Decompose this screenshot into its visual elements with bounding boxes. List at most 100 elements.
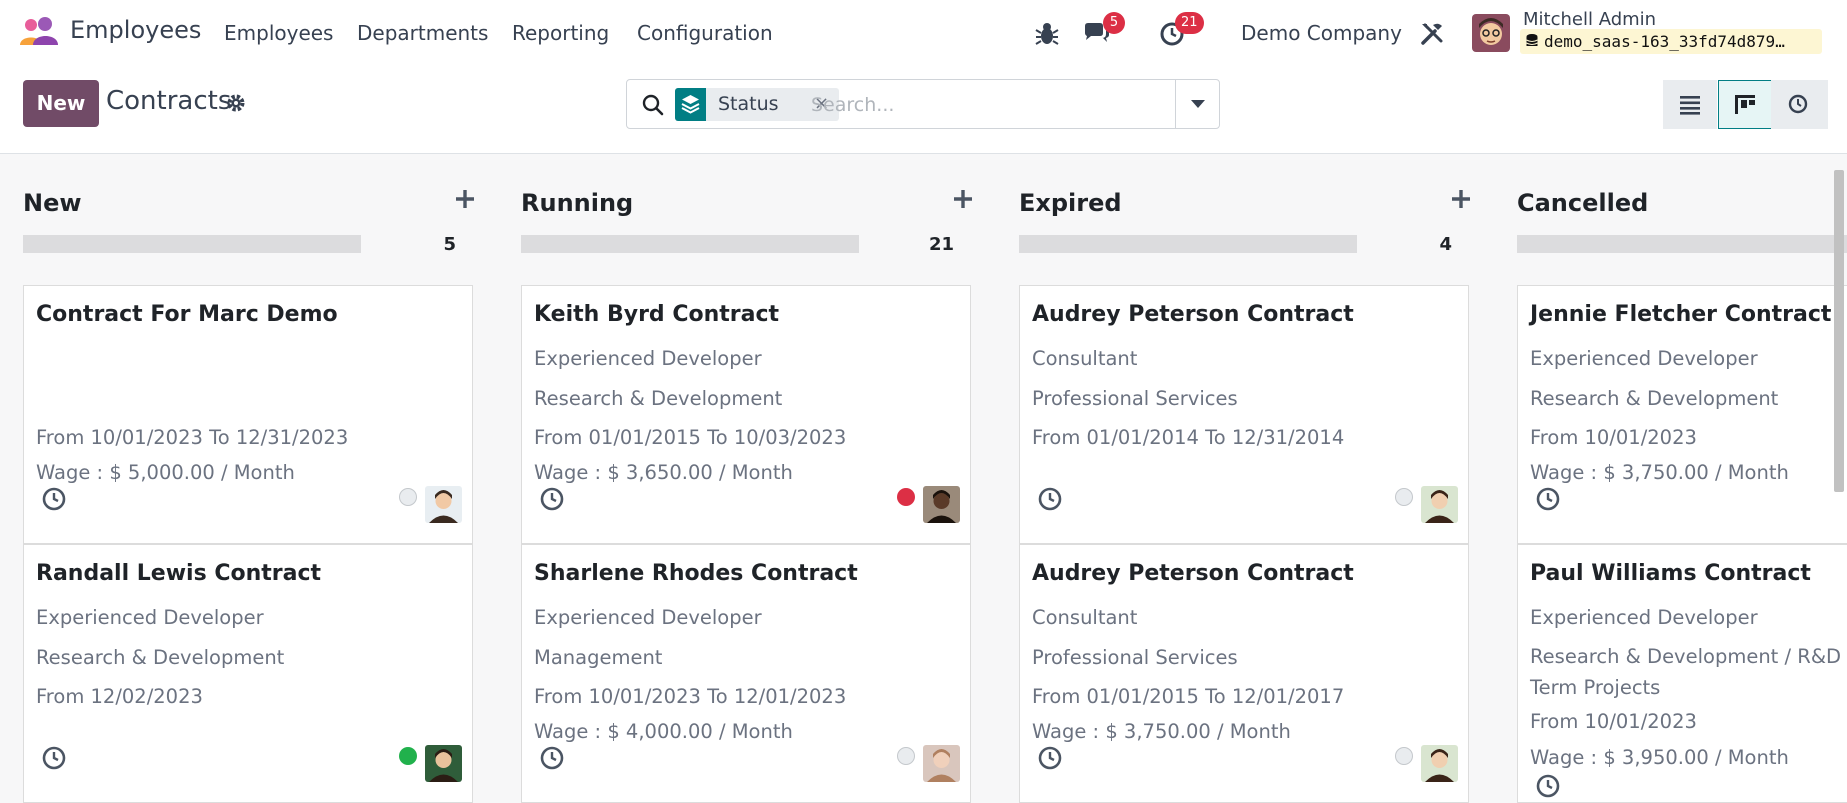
database-chip: demo_saas-163_33fd74d879… [1520,29,1822,54]
app-name[interactable]: Employees [70,16,202,44]
menu-departments[interactable]: Departments [357,21,489,45]
contract-card[interactable]: Audrey Peterson Contract Consultant Profes… [1019,544,1469,803]
layers-icon [675,88,706,121]
kanban-icon [1735,95,1755,114]
contract-card[interactable]: Randall Lewis Contract Experienced Develo… [23,544,473,803]
search-input[interactable] [811,88,1161,121]
kanban-state-indicator[interactable] [897,747,915,765]
card-line: Research & Development [534,387,783,410]
menu-configuration[interactable]: Configuration [637,21,773,45]
activity-clock-icon[interactable] [41,486,67,512]
card-line: Wage : $ 3,650.00 / Month [534,461,793,484]
kanban-state-indicator[interactable] [1395,488,1413,506]
contract-card[interactable]: Paul Williams Contract Experienced Develo… [1517,544,1847,803]
column-progress-cancelled[interactable] [1517,235,1847,253]
card-title: Audrey Peterson Contract [1032,561,1354,586]
column-count-expired: 4 [1439,234,1452,255]
contract-card[interactable]: Keith Byrd Contract Experienced Developer… [521,285,971,544]
kanban-view-button[interactable] [1718,80,1772,129]
user-avatar[interactable] [1472,14,1510,52]
clock-icon [1788,94,1808,114]
activity-clock-icon[interactable] [41,745,67,771]
list-icon [1680,96,1700,115]
card-line: Experienced Developer [36,606,264,629]
card-title: Jennie Fletcher Contract [1530,302,1832,327]
card-line: Wage : $ 5,000.00 / Month [36,461,295,484]
card-title: Contract For Marc Demo [36,302,338,327]
activity-clock-icon[interactable] [539,486,565,512]
add-card-running-icon[interactable] [951,187,975,211]
column-progress-new[interactable] [23,235,361,253]
gear-icon[interactable] [226,93,246,113]
column-progress-expired[interactable] [1019,235,1357,253]
kanban-board: New 5 Contract For Marc Demo From 10/01/202… [0,154,1847,803]
employee-avatar[interactable] [923,486,960,523]
database-name: demo_saas-163_33fd74d879… [1544,32,1785,51]
search-icon[interactable] [641,93,665,117]
tools-icon[interactable] [1418,20,1446,48]
card-line: From 10/01/2023 To 12/31/2023 [36,426,349,449]
card-line: Experienced Developer [1530,347,1758,370]
employees-app-icon[interactable] [18,17,59,47]
column-progress-running[interactable] [521,235,859,253]
card-line: Professional Services [1032,646,1238,669]
new-button[interactable]: New [23,80,99,127]
kanban-state-indicator[interactable] [399,488,417,506]
activity-clock-icon[interactable] [1037,486,1063,512]
card-line: Term Projects [1530,676,1661,699]
card-line: From 10/01/2023 [1530,710,1697,733]
card-line: From 01/01/2014 To 12/31/2014 [1032,426,1345,449]
employee-avatar[interactable] [425,486,462,523]
card-line: Wage : $ 4,000.00 / Month [534,720,793,743]
contract-card[interactable]: Contract For Marc Demo From 10/01/2023 To… [23,285,473,544]
card-title: Audrey Peterson Contract [1032,302,1354,327]
card-title: Paul Williams Contract [1530,561,1811,586]
activity-clock-icon[interactable] [1535,773,1561,799]
card-line: Wage : $ 3,750.00 / Month [1032,720,1291,743]
card-line: Wage : $ 3,950.00 / Month [1530,746,1789,769]
bug-icon[interactable] [1033,20,1061,48]
card-line: From 01/01/2015 To 10/03/2023 [534,426,847,449]
add-card-new-icon[interactable] [453,187,477,211]
card-line: Research & Development [36,646,285,669]
database-icon [1526,34,1538,46]
kanban-state-indicator[interactable] [399,747,417,765]
activity-view-button[interactable] [1771,80,1828,129]
search-options-toggle[interactable] [1175,80,1219,128]
vertical-scrollbar[interactable] [1834,170,1844,492]
contract-card[interactable]: Audrey Peterson Contract Consultant Profes… [1019,285,1469,544]
column-count-running: 21 [928,234,954,255]
employee-avatar[interactable] [1421,486,1458,523]
menu-reporting[interactable]: Reporting [512,21,610,45]
card-line: Experienced Developer [1530,606,1758,629]
employee-avatar[interactable] [1421,745,1458,782]
facet-label: Status [718,93,779,115]
activity-clock-icon[interactable] [1535,486,1561,512]
column-title-cancelled[interactable]: Cancelled [1517,189,1649,217]
column-count-new: 5 [443,234,456,255]
card-line: Experienced Developer [534,606,762,629]
column-title-expired[interactable]: Expired [1019,189,1122,217]
messages-icon[interactable] [1083,20,1111,48]
list-view-button[interactable] [1663,80,1717,129]
kanban-state-indicator[interactable] [1395,747,1413,765]
column-title-running[interactable]: Running [521,189,634,217]
column-title-new[interactable]: New [23,189,82,217]
employee-avatar[interactable] [923,745,960,782]
activity-clock-icon[interactable] [539,745,565,771]
kanban-state-indicator[interactable] [897,488,915,506]
contract-card[interactable]: Sharlene Rhodes Contract Experienced Deve… [521,544,971,803]
card-line: Consultant [1032,347,1138,370]
company-switcher[interactable]: Demo Company [1241,21,1402,45]
user-name[interactable]: Mitchell Admin [1523,9,1657,30]
card-line: Management [534,646,663,669]
card-line: From 01/01/2015 To 12/01/2017 [1032,685,1345,708]
card-line: Wage : $ 3,750.00 / Month [1530,461,1789,484]
activities-clock-icon[interactable] [1158,20,1186,48]
activity-clock-icon[interactable] [1037,745,1063,771]
employee-avatar[interactable] [425,745,462,782]
contract-card[interactable]: Jennie Fletcher Contract Experienced Deve… [1517,285,1847,544]
menu-employees[interactable]: Employees [224,21,334,45]
card-title: Keith Byrd Contract [534,302,780,327]
add-card-expired-icon[interactable] [1449,187,1473,211]
